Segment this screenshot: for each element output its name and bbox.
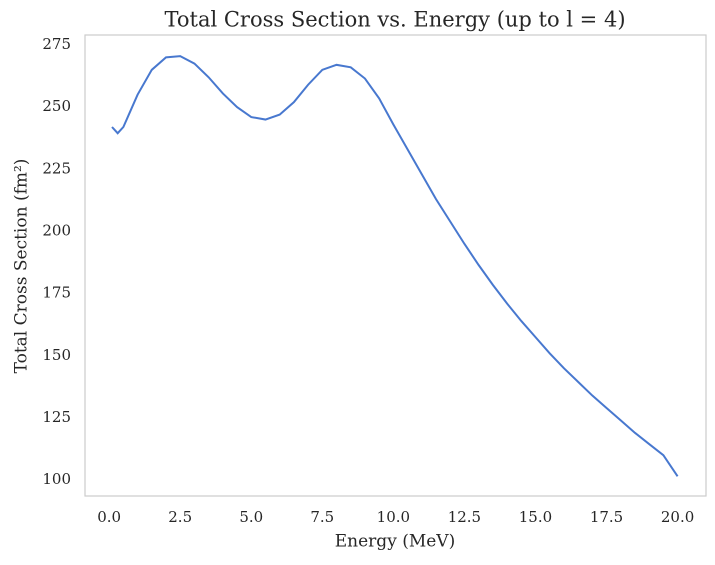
x-tick-label: 5.0: [239, 508, 263, 526]
x-tick-label: 12.5: [448, 508, 481, 526]
x-tick-label: 10.0: [377, 508, 410, 526]
chart-title: Total Cross Section vs. Energy (up to l …: [164, 8, 625, 32]
y-tick-label: 200: [42, 221, 71, 239]
plot-frame: [84, 34, 707, 497]
x-tick-label: 7.5: [310, 508, 334, 526]
x-tick-label: 0.0: [97, 508, 121, 526]
y-tick-label: 275: [42, 35, 71, 53]
line-series: [111, 55, 679, 477]
y-axis-label: Total Cross Section (fm²): [12, 159, 32, 374]
y-tick-label: 250: [42, 97, 71, 115]
y-tick-label: 225: [42, 159, 71, 177]
x-tick-label: 2.5: [168, 508, 192, 526]
y-tick-label: 100: [42, 470, 71, 488]
y-tick-label: 125: [42, 408, 71, 426]
x-tick-label: 17.5: [590, 508, 623, 526]
y-tick-label: 150: [42, 346, 71, 364]
x-tick-label: 15.0: [519, 508, 552, 526]
y-tick-label: 175: [42, 284, 71, 302]
x-axis-label: Energy (MeV): [335, 532, 455, 552]
x-tick-label: 20.0: [661, 508, 694, 526]
